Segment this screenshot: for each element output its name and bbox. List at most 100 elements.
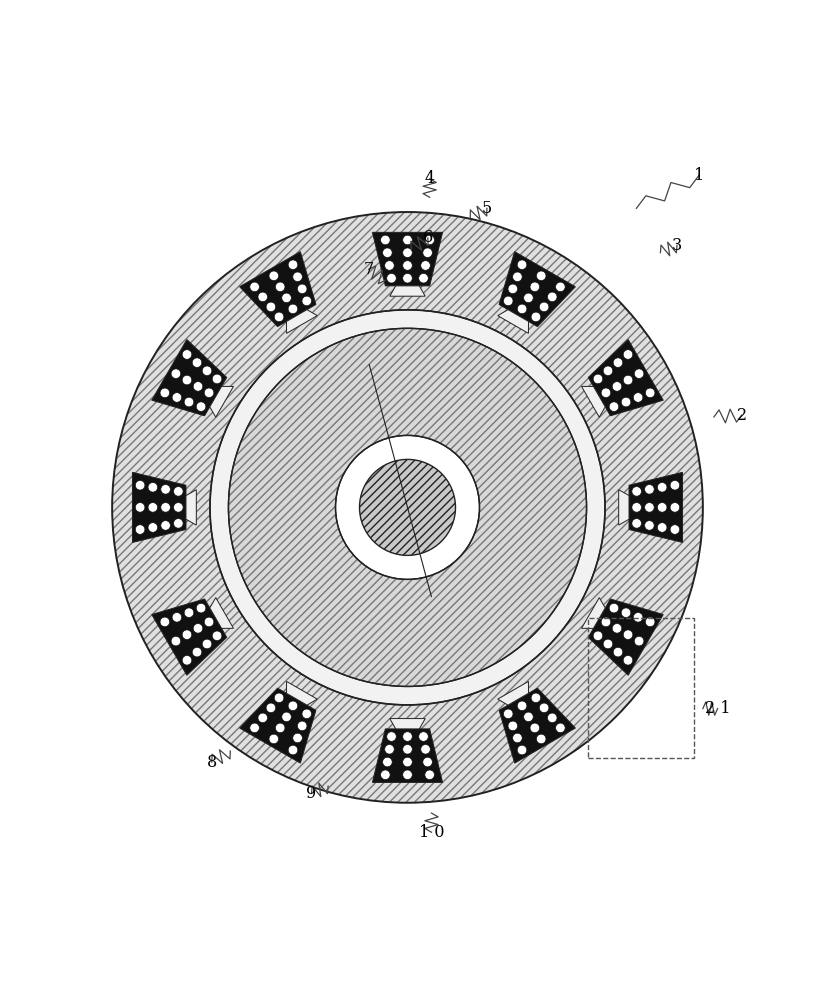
Polygon shape	[287, 310, 317, 333]
Text: 6: 6	[423, 229, 433, 246]
Circle shape	[633, 393, 643, 402]
Polygon shape	[588, 339, 663, 416]
Circle shape	[267, 703, 275, 713]
Circle shape	[536, 734, 546, 744]
Polygon shape	[499, 688, 575, 763]
Circle shape	[386, 732, 396, 741]
Circle shape	[183, 375, 192, 385]
Circle shape	[289, 260, 297, 270]
Circle shape	[148, 523, 157, 532]
Circle shape	[183, 630, 192, 640]
Circle shape	[632, 519, 641, 528]
Circle shape	[609, 402, 619, 411]
Circle shape	[513, 272, 522, 282]
Circle shape	[172, 393, 182, 402]
Circle shape	[536, 271, 546, 281]
Circle shape	[504, 296, 513, 306]
Circle shape	[267, 302, 275, 312]
Circle shape	[386, 273, 396, 283]
Circle shape	[508, 721, 518, 731]
Circle shape	[612, 624, 622, 633]
Circle shape	[419, 273, 429, 283]
Circle shape	[297, 284, 307, 294]
Polygon shape	[619, 490, 629, 525]
Circle shape	[275, 693, 284, 703]
Text: 9: 9	[306, 785, 317, 802]
Circle shape	[634, 369, 644, 378]
Text: 2: 2	[737, 407, 747, 424]
Polygon shape	[152, 339, 227, 416]
Circle shape	[403, 248, 412, 258]
Circle shape	[385, 744, 394, 754]
Circle shape	[403, 770, 412, 780]
Text: 7: 7	[363, 261, 374, 278]
Circle shape	[112, 212, 703, 803]
Circle shape	[205, 617, 214, 627]
Circle shape	[297, 721, 307, 731]
Circle shape	[419, 732, 429, 741]
Circle shape	[160, 617, 170, 627]
Circle shape	[250, 282, 259, 292]
Polygon shape	[240, 252, 316, 327]
Circle shape	[171, 369, 181, 378]
Circle shape	[531, 312, 540, 322]
Circle shape	[193, 624, 203, 633]
Circle shape	[403, 235, 412, 245]
Circle shape	[381, 770, 390, 780]
Circle shape	[658, 503, 667, 512]
Circle shape	[184, 397, 194, 407]
Circle shape	[269, 271, 279, 281]
Circle shape	[623, 350, 632, 359]
Circle shape	[293, 272, 302, 282]
Text: 3: 3	[672, 237, 682, 254]
Polygon shape	[498, 681, 528, 705]
Circle shape	[161, 503, 170, 512]
Circle shape	[403, 273, 412, 283]
Circle shape	[518, 260, 526, 270]
Circle shape	[161, 521, 170, 530]
Circle shape	[632, 487, 641, 496]
Circle shape	[302, 296, 311, 306]
Polygon shape	[372, 729, 443, 782]
Text: 8: 8	[207, 754, 217, 771]
Circle shape	[289, 701, 297, 711]
Circle shape	[530, 723, 540, 733]
Circle shape	[645, 617, 655, 627]
Circle shape	[670, 480, 680, 490]
Text: 2 1: 2 1	[705, 700, 730, 717]
Circle shape	[670, 525, 680, 534]
Circle shape	[275, 723, 285, 733]
Circle shape	[202, 639, 212, 649]
Polygon shape	[390, 719, 425, 729]
Circle shape	[403, 757, 412, 767]
Circle shape	[258, 713, 267, 723]
Polygon shape	[186, 490, 196, 525]
Circle shape	[193, 382, 203, 391]
Text: 5: 5	[482, 200, 492, 217]
Polygon shape	[499, 252, 575, 327]
Circle shape	[183, 655, 192, 665]
Circle shape	[632, 503, 641, 512]
Circle shape	[531, 693, 540, 703]
Circle shape	[289, 304, 297, 314]
Circle shape	[196, 402, 206, 411]
Text: 1 0: 1 0	[419, 824, 444, 841]
Circle shape	[633, 613, 643, 622]
Polygon shape	[209, 598, 233, 628]
Circle shape	[293, 733, 302, 743]
Bar	[588, 618, 694, 758]
Circle shape	[425, 235, 434, 245]
Circle shape	[508, 284, 518, 294]
Circle shape	[174, 487, 183, 496]
Polygon shape	[133, 472, 186, 542]
Circle shape	[382, 757, 392, 767]
Circle shape	[174, 519, 183, 528]
Circle shape	[202, 366, 212, 376]
Circle shape	[421, 744, 430, 754]
Polygon shape	[582, 386, 606, 417]
Polygon shape	[588, 599, 663, 675]
Circle shape	[183, 350, 192, 359]
Circle shape	[135, 480, 145, 490]
Circle shape	[513, 733, 522, 743]
Polygon shape	[372, 232, 443, 286]
